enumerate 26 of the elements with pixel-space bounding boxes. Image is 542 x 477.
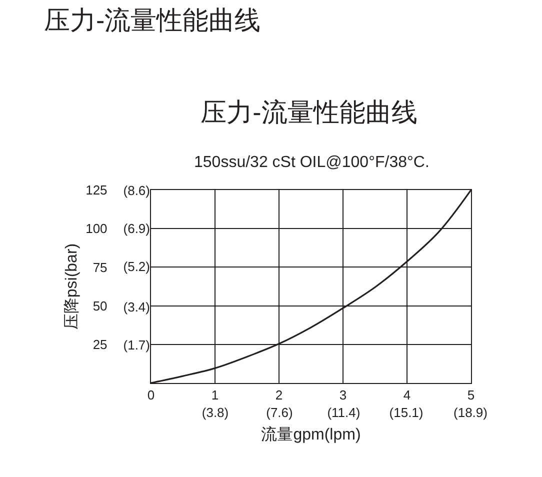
x-tick-label: 5 <box>467 388 475 403</box>
y2-tick-label: (8.6) <box>123 183 150 198</box>
x-axis-title: 流量gpm(lpm) <box>261 425 361 444</box>
y-tick-label: 75 <box>92 260 108 275</box>
x-tick-label: 1 <box>211 388 219 403</box>
x-tick-label: 0 <box>147 388 155 403</box>
x-tick-label: 3 <box>339 388 347 403</box>
y2-tick-label: (1.7) <box>123 337 150 352</box>
x2-tick-label: (11.4) <box>327 405 360 420</box>
y-tick-label: 50 <box>92 298 108 314</box>
chart-subtitle: 150ssu/32 cSt OIL@100°F/38°C. <box>194 154 430 171</box>
y-tick-label: 125 <box>86 182 108 198</box>
y2-tick-label: (6.9) <box>123 221 150 236</box>
chart-title: 压力-流量性能曲线 <box>200 97 418 128</box>
x2-tick-label: (15.1) <box>389 405 424 420</box>
x2-tick-label: (3.8) <box>202 405 229 420</box>
x-tick-label: 2 <box>275 388 283 403</box>
y-tick-label: 25 <box>92 336 108 352</box>
y2-tick-label: (3.4) <box>123 299 150 314</box>
y2-tick-label: (5.2) <box>123 259 150 274</box>
x2-tick-label: (18.9) <box>454 405 488 420</box>
y-axis-title: 压降psi(bar) <box>63 243 80 330</box>
x-tick-label: 4 <box>403 388 411 403</box>
text: 压力-流量性能曲线 <box>44 5 261 35</box>
y-tick-label: 100 <box>86 221 108 236</box>
x2-tick-label: (7.6) <box>266 405 293 420</box>
